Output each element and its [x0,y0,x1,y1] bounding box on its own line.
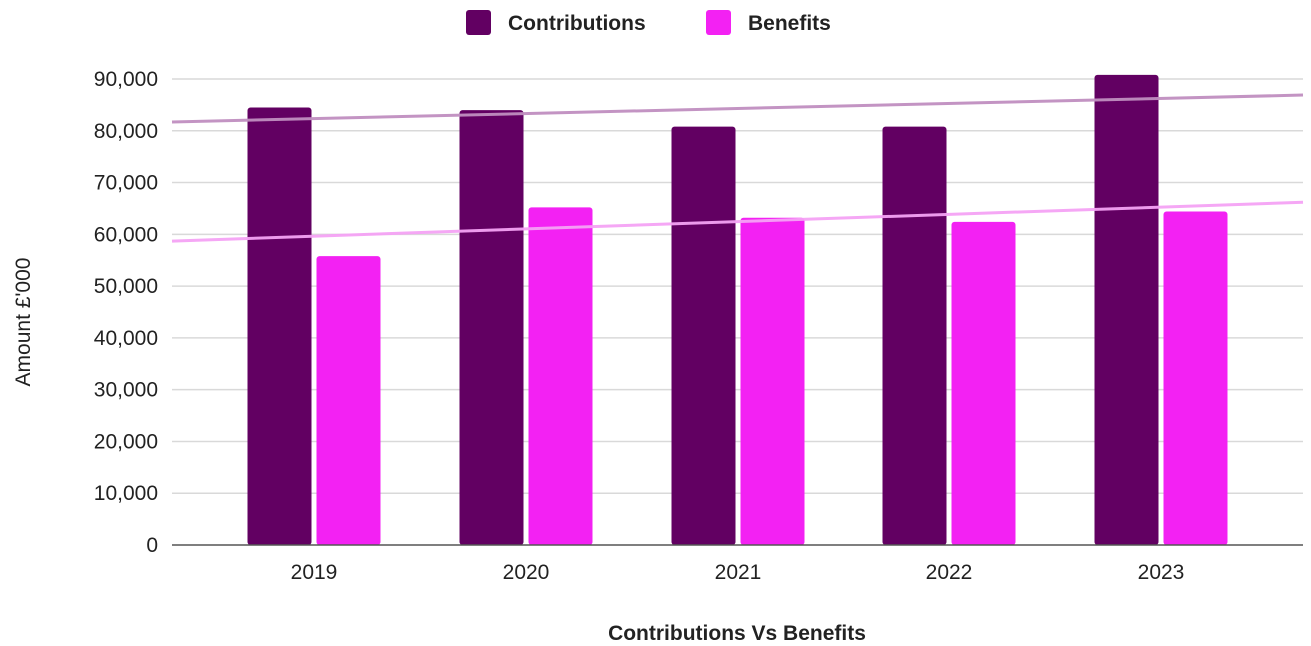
y-tick-label: 40,000 [94,327,158,350]
y-tick-label: 60,000 [94,223,158,246]
y-tick-label: 0 [146,534,158,557]
x-tick-label: 2020 [503,561,550,584]
trendline-benefits [171,200,1304,243]
x-tick-label: 2021 [715,561,762,584]
trendline-contributions [171,93,1304,124]
bar-benefits-2022 [951,221,1016,545]
y-tick-label: 80,000 [94,120,158,143]
x-tick-label: 2019 [291,561,338,584]
bar-contributions-2022 [882,126,947,545]
y-tick-label: 10,000 [94,482,158,505]
bar-benefits-2021 [740,217,805,545]
x-axis-title: Contributions Vs Benefits [608,622,866,645]
bar-benefits-2019 [316,256,381,545]
bar-contributions-2023 [1094,74,1159,545]
trendlines [171,93,1304,243]
bar-contributions-2020 [459,110,524,546]
x-axis-ticks: 2019 2020 2021 2022 2023 [291,561,1185,584]
bar-benefits-2020 [528,207,593,546]
legend-swatch-benefits [706,10,731,35]
y-tick-label: 50,000 [94,275,158,298]
bar-contributions-2021 [671,126,736,545]
legend-label-contributions: Contributions [508,12,646,35]
y-tick-label: 70,000 [94,172,158,195]
legend-label-benefits: Benefits [748,12,831,35]
y-tick-label: 20,000 [94,430,158,453]
y-tick-label: 90,000 [94,68,158,91]
legend: Contributions Benefits [466,10,831,35]
x-tick-label: 2022 [926,561,973,584]
y-axis-ticks: 0 10,000 20,000 30,000 40,000 50,000 60,000 70,… [94,68,158,557]
bar-contributions-2019 [247,107,312,545]
legend-swatch-contributions [466,10,491,35]
x-tick-label: 2023 [1138,561,1185,584]
bar-benefits-2023 [1163,211,1228,545]
y-tick-label: 30,000 [94,379,158,402]
y-axis-title: Amount £'000 [12,258,35,387]
bars [247,74,1228,546]
